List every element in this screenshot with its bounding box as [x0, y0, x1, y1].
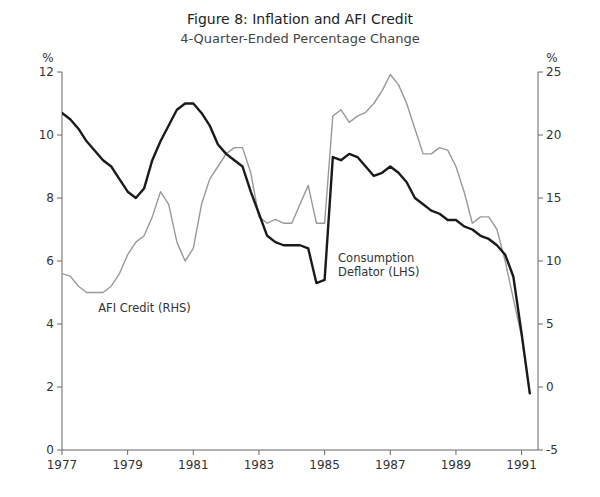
line-series	[62, 75, 530, 394]
x-axis-line	[62, 450, 538, 451]
y2-tick	[538, 387, 543, 388]
y2-tick-label: 25	[546, 65, 561, 79]
y2-tick	[538, 261, 543, 262]
y2-tick	[538, 135, 543, 136]
y-tick	[57, 198, 62, 199]
x-tick-label: 1991	[506, 458, 537, 472]
y2-tick	[538, 450, 543, 451]
y-tick-label: 12	[39, 65, 54, 79]
y2-tick	[538, 72, 543, 73]
x-tick-label: 1983	[244, 458, 275, 472]
y-tick	[57, 387, 62, 388]
x-tick	[455, 450, 456, 455]
x-tick-label: 1987	[375, 458, 406, 472]
y-tick	[57, 450, 62, 451]
line-series	[62, 104, 530, 394]
annotation-line: Deflator (LHS)	[338, 265, 419, 279]
x-tick-label: 1985	[309, 458, 340, 472]
x-tick	[127, 450, 128, 455]
x-tick-label: 1989	[441, 458, 472, 472]
y2-tick-label: 20	[546, 128, 561, 142]
y2-tick-label: 10	[546, 254, 561, 268]
y-tick-label: 2	[46, 380, 54, 394]
x-tick-label: 1981	[178, 458, 209, 472]
y2-axis-label: %	[546, 51, 557, 65]
annotation: AFI Credit (RHS)	[98, 301, 191, 315]
y-tick	[57, 324, 62, 325]
x-tick	[258, 450, 259, 455]
x-tick	[62, 450, 63, 455]
y-tick-label: 6	[46, 254, 54, 268]
y-tick-label: 8	[46, 191, 54, 205]
y2-tick-label: 5	[546, 317, 554, 331]
y2-tick	[538, 324, 543, 325]
title: Figure 8: Inflation and AFI Credit	[187, 11, 414, 27]
subtitle: 4-Quarter-Ended Percentage Change	[180, 31, 420, 46]
plot-area	[62, 75, 530, 394]
y-tick	[57, 261, 62, 262]
y-tick-label: 0	[46, 443, 54, 457]
x-tick	[390, 450, 391, 455]
y-tick	[57, 72, 62, 73]
x-tick-label: 1977	[47, 458, 78, 472]
y-axis-label: %	[42, 51, 53, 65]
x-tick	[324, 450, 325, 455]
y-tick-label: 10	[39, 128, 54, 142]
y2-tick	[538, 198, 543, 199]
y2-tick-label: 0	[546, 380, 554, 394]
x-tick	[193, 450, 194, 455]
annotation: ConsumptionDeflator (LHS)	[338, 251, 419, 279]
x-tick	[521, 450, 522, 455]
y-tick-label: 4	[46, 317, 54, 331]
x-tick-label: 1979	[112, 458, 143, 472]
y2-tick-label: 15	[546, 191, 561, 205]
y2-tick-label: -5	[546, 443, 558, 457]
annotation-line: AFI Credit (RHS)	[98, 301, 191, 315]
annotation-line: Consumption	[338, 251, 414, 265]
chart: Figure 8: Inflation and AFI Credit 4-Quar…	[0, 0, 600, 497]
y-tick	[57, 135, 62, 136]
